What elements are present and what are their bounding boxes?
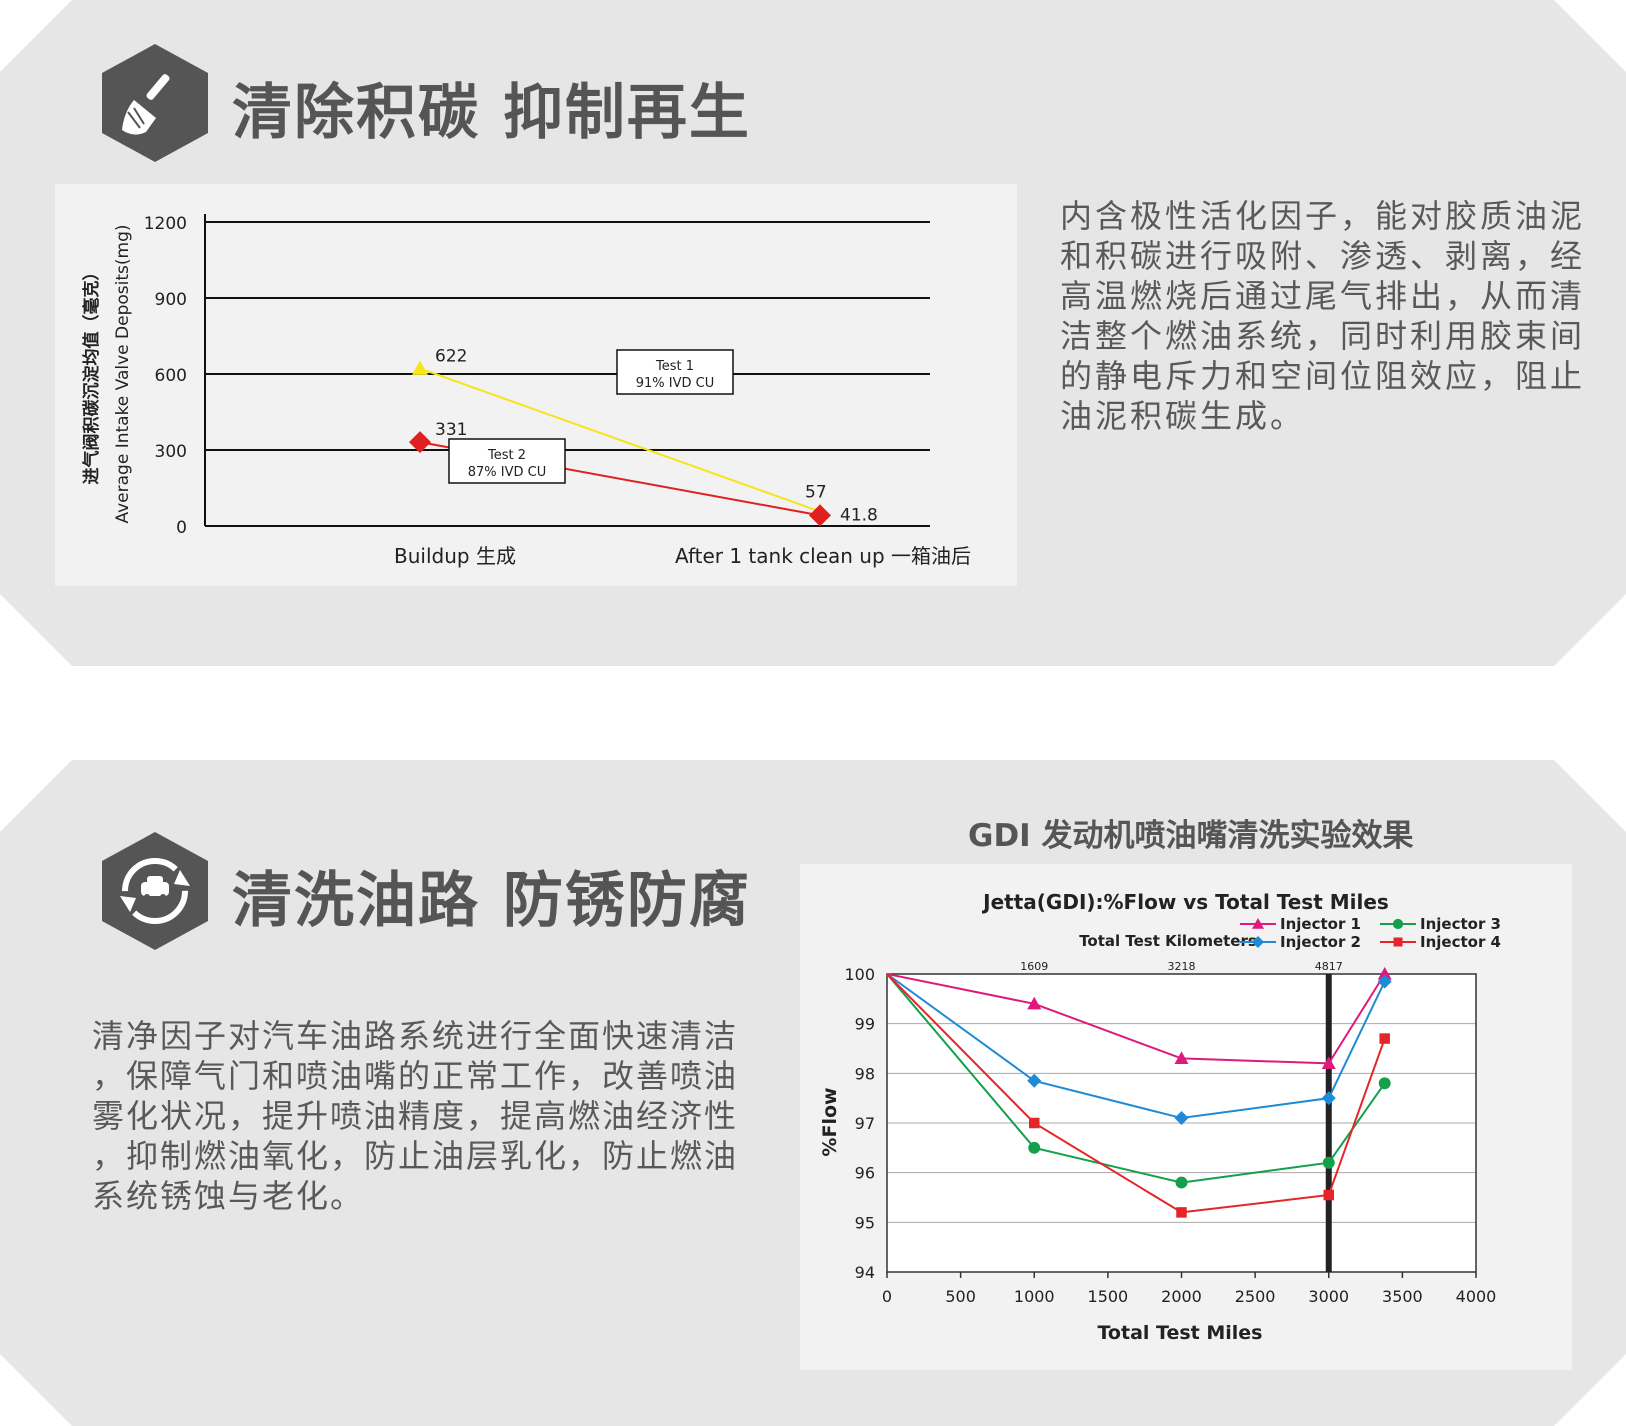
legend-label: Injector 4 [1420, 933, 1501, 951]
legend-label: Injector 1 [1280, 915, 1361, 933]
data-label: 622 [435, 346, 467, 366]
section1-paragraph-line: 洁整个燃油系统，同时利用胶束间 [1060, 317, 1586, 355]
data-label: 331 [435, 420, 467, 440]
x-tick-label: 2000 [1161, 1287, 1202, 1306]
section1-heading: 清除积碳 抑制再生 [232, 78, 751, 148]
recycle-car-icon [102, 832, 208, 950]
legend-label: Injector 2 [1280, 933, 1361, 951]
y-axis-label: Average Intake Valve Deposits(mg) [113, 224, 133, 523]
gdi-chart-heading: GDI 发动机喷油嘴清洗实验效果 [968, 818, 1414, 854]
y-tick-label: 100 [844, 965, 875, 984]
deposit-chart-panel: 0 300 600 900 1200 Buildup 生成 After 1 tank cle… [55, 184, 1017, 586]
section2-paragraph-line: ，抑制燃油氧化，防止油层乳化，防止燃油 [92, 1137, 739, 1175]
data-point-marker [1028, 1141, 1041, 1154]
y-tick-label: 98 [855, 1064, 875, 1083]
chart-title: Jetta(GDI):%Flow vs Total Test Miles [981, 890, 1389, 914]
section2-paragraph-line: 系统锈蚀与老化。 [92, 1177, 365, 1215]
y-tick-label: 96 [855, 1164, 875, 1183]
y-tick-label: 94 [855, 1263, 875, 1282]
y-tick-label: 95 [855, 1213, 875, 1232]
flow-chart-panel: 94 95 96 97 98 99 100 0 500 1000 1500 2000 2500 3000 3… [800, 864, 1572, 1370]
section1-paragraph: 内含极性活化因子，能对胶质油泥 和积碳进行吸附、渗透、剥离，经 高温燃烧后通过尾气排… [1060, 196, 1585, 436]
section1-paragraph-line: 的静电斥力和空间位阻效应，阻止 [1060, 357, 1586, 395]
data-point-marker [409, 431, 431, 454]
data-point-marker [809, 504, 831, 527]
y-tick-label: 0 [176, 518, 187, 538]
data-point-marker [1321, 1091, 1336, 1106]
data-point-marker [1323, 1189, 1334, 1201]
y-tick-label: 99 [855, 1015, 875, 1034]
km-tick-label: 1609 [1020, 960, 1048, 973]
y-tick-label: 1200 [144, 214, 187, 234]
km-tick-label: 3218 [1168, 960, 1196, 973]
section2-paragraph: 清净因子对汽车油路系统进行全面快速清洁 ，保障气门和喷油嘴的正常工作，改善喷油 雾化… [92, 1016, 738, 1216]
data-point-marker [1174, 1051, 1189, 1065]
x-tick-label: 1000 [1014, 1287, 1055, 1306]
y-axis-label: %Flow [819, 1087, 841, 1156]
x-tick-label: 1500 [1088, 1287, 1129, 1306]
series-line-test-1 [419, 367, 821, 513]
annotation-value: 87% IVD CU [468, 465, 547, 480]
section2-paragraph-line: ，保障气门和喷油嘴的正常工作，改善喷油 [92, 1057, 739, 1095]
data-point-marker [1321, 1056, 1336, 1069]
annotation-box [448, 438, 566, 484]
legend-marker [1392, 918, 1404, 930]
km-tick-label: 4817 [1315, 960, 1343, 973]
data-point-marker [1176, 1207, 1187, 1218]
x-tick-label: 3500 [1382, 1287, 1423, 1306]
x-tick-label: 3000 [1308, 1287, 1349, 1306]
broom-icon [102, 44, 208, 162]
data-point-marker [1322, 1156, 1335, 1169]
y-tick-label: 97 [855, 1114, 875, 1133]
section2-paragraph-line: 清净因子对汽车油路系统进行全面快速清洁 [92, 1017, 739, 1055]
section1-paragraph-line: 油泥积碳生成。 [1060, 397, 1306, 435]
annotation-title: Test 2 [487, 448, 526, 463]
data-point-marker [1027, 996, 1042, 1010]
data-point-marker [1029, 1117, 1040, 1129]
annotation-box [616, 349, 734, 395]
section2-heading: 清洗油路 防锈防腐 [232, 866, 751, 936]
legend-label: Injector 3 [1420, 915, 1501, 933]
legend-marker [1393, 937, 1403, 947]
x-tick-label: 4000 [1456, 1287, 1497, 1306]
section2-paragraph-line: 雾化状况，提升喷油精度，提高燃油经济性 [92, 1097, 739, 1135]
data-point-marker [1377, 974, 1392, 989]
legend-marker [1252, 936, 1264, 948]
y-tick-label: 300 [155, 442, 187, 462]
annotation-value: 91% IVD CU [636, 376, 715, 391]
data-point-marker [1174, 1111, 1189, 1126]
x-axis-label: Total Test Miles [1098, 1322, 1263, 1344]
data-point-marker [1175, 1176, 1188, 1189]
y-tick-label: 900 [155, 290, 187, 310]
y-tick-label: 600 [155, 366, 187, 386]
data-point-marker [1027, 1073, 1042, 1088]
section1-paragraph-line: 和积碳进行吸附、渗透、剥离，经 [1060, 237, 1586, 275]
data-label: 57 [805, 483, 827, 503]
data-point-marker [412, 360, 428, 375]
x-category-label: Buildup 生成 [394, 544, 516, 568]
data-point-marker [1379, 1033, 1390, 1044]
x-category-label: After 1 tank clean up 一箱油后 [675, 544, 971, 568]
x-tick-label: 0 [882, 1287, 892, 1306]
x-tick-label: 2500 [1235, 1287, 1276, 1306]
data-label: 41.8 [840, 505, 878, 525]
data-point-marker [1378, 1077, 1391, 1090]
x-tick-label: 500 [945, 1287, 976, 1306]
data-point-marker [1377, 967, 1392, 980]
annotation-title: Test 1 [655, 359, 694, 374]
secondary-x-label: Total Test Kilometers [1079, 932, 1257, 950]
legend-marker [1252, 918, 1264, 929]
section1-paragraph-line: 内含极性活化因子，能对胶质油泥 [1060, 197, 1586, 235]
section1-paragraph-line: 高温燃烧后通过尾气排出，从而清 [1060, 277, 1586, 315]
y-axis-label-cn: 进气阀积碳沉淀均值（毫克） [81, 264, 102, 485]
deposit-chart: 0 300 600 900 1200 Buildup 生成 After 1 tank cle… [81, 214, 971, 568]
